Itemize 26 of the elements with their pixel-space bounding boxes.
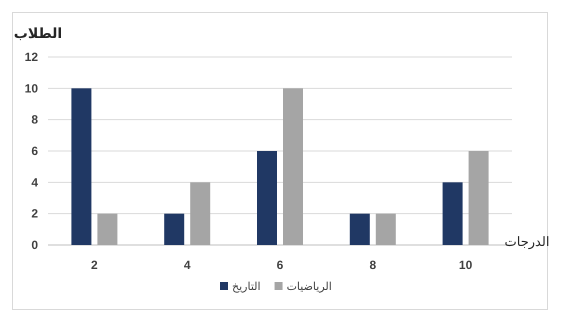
legend-label: التاريخ: [232, 281, 261, 293]
y-tick-label: 2: [31, 206, 38, 221]
bar: [442, 182, 463, 245]
bar: [283, 88, 303, 245]
bar: [190, 182, 210, 245]
bar: [97, 214, 118, 245]
y-tick-label: 10: [24, 81, 38, 96]
bar: [164, 214, 184, 245]
y-tick-label: 4: [31, 175, 38, 190]
x-tick-label: 8: [369, 258, 376, 272]
x-tick-label: 10: [458, 258, 473, 272]
y-tick-label: 12: [24, 50, 38, 64]
bar: [257, 151, 277, 245]
bar: [468, 151, 489, 245]
legend-label: الرياضيات: [286, 281, 332, 293]
x-axis-title: الدرجات: [504, 234, 550, 250]
y-tick-label: 0: [31, 238, 38, 252]
bar: [71, 88, 92, 245]
x-tick-label: 4: [184, 258, 191, 272]
y-tick-label: 8: [31, 112, 38, 127]
y-tick-label: 6: [31, 144, 38, 158]
y-axis-title: الطلاب: [14, 25, 62, 41]
bar: [376, 214, 396, 245]
x-tick-label: 2: [91, 258, 98, 272]
bar: [350, 214, 370, 245]
x-tick-label: 6: [276, 258, 284, 272]
